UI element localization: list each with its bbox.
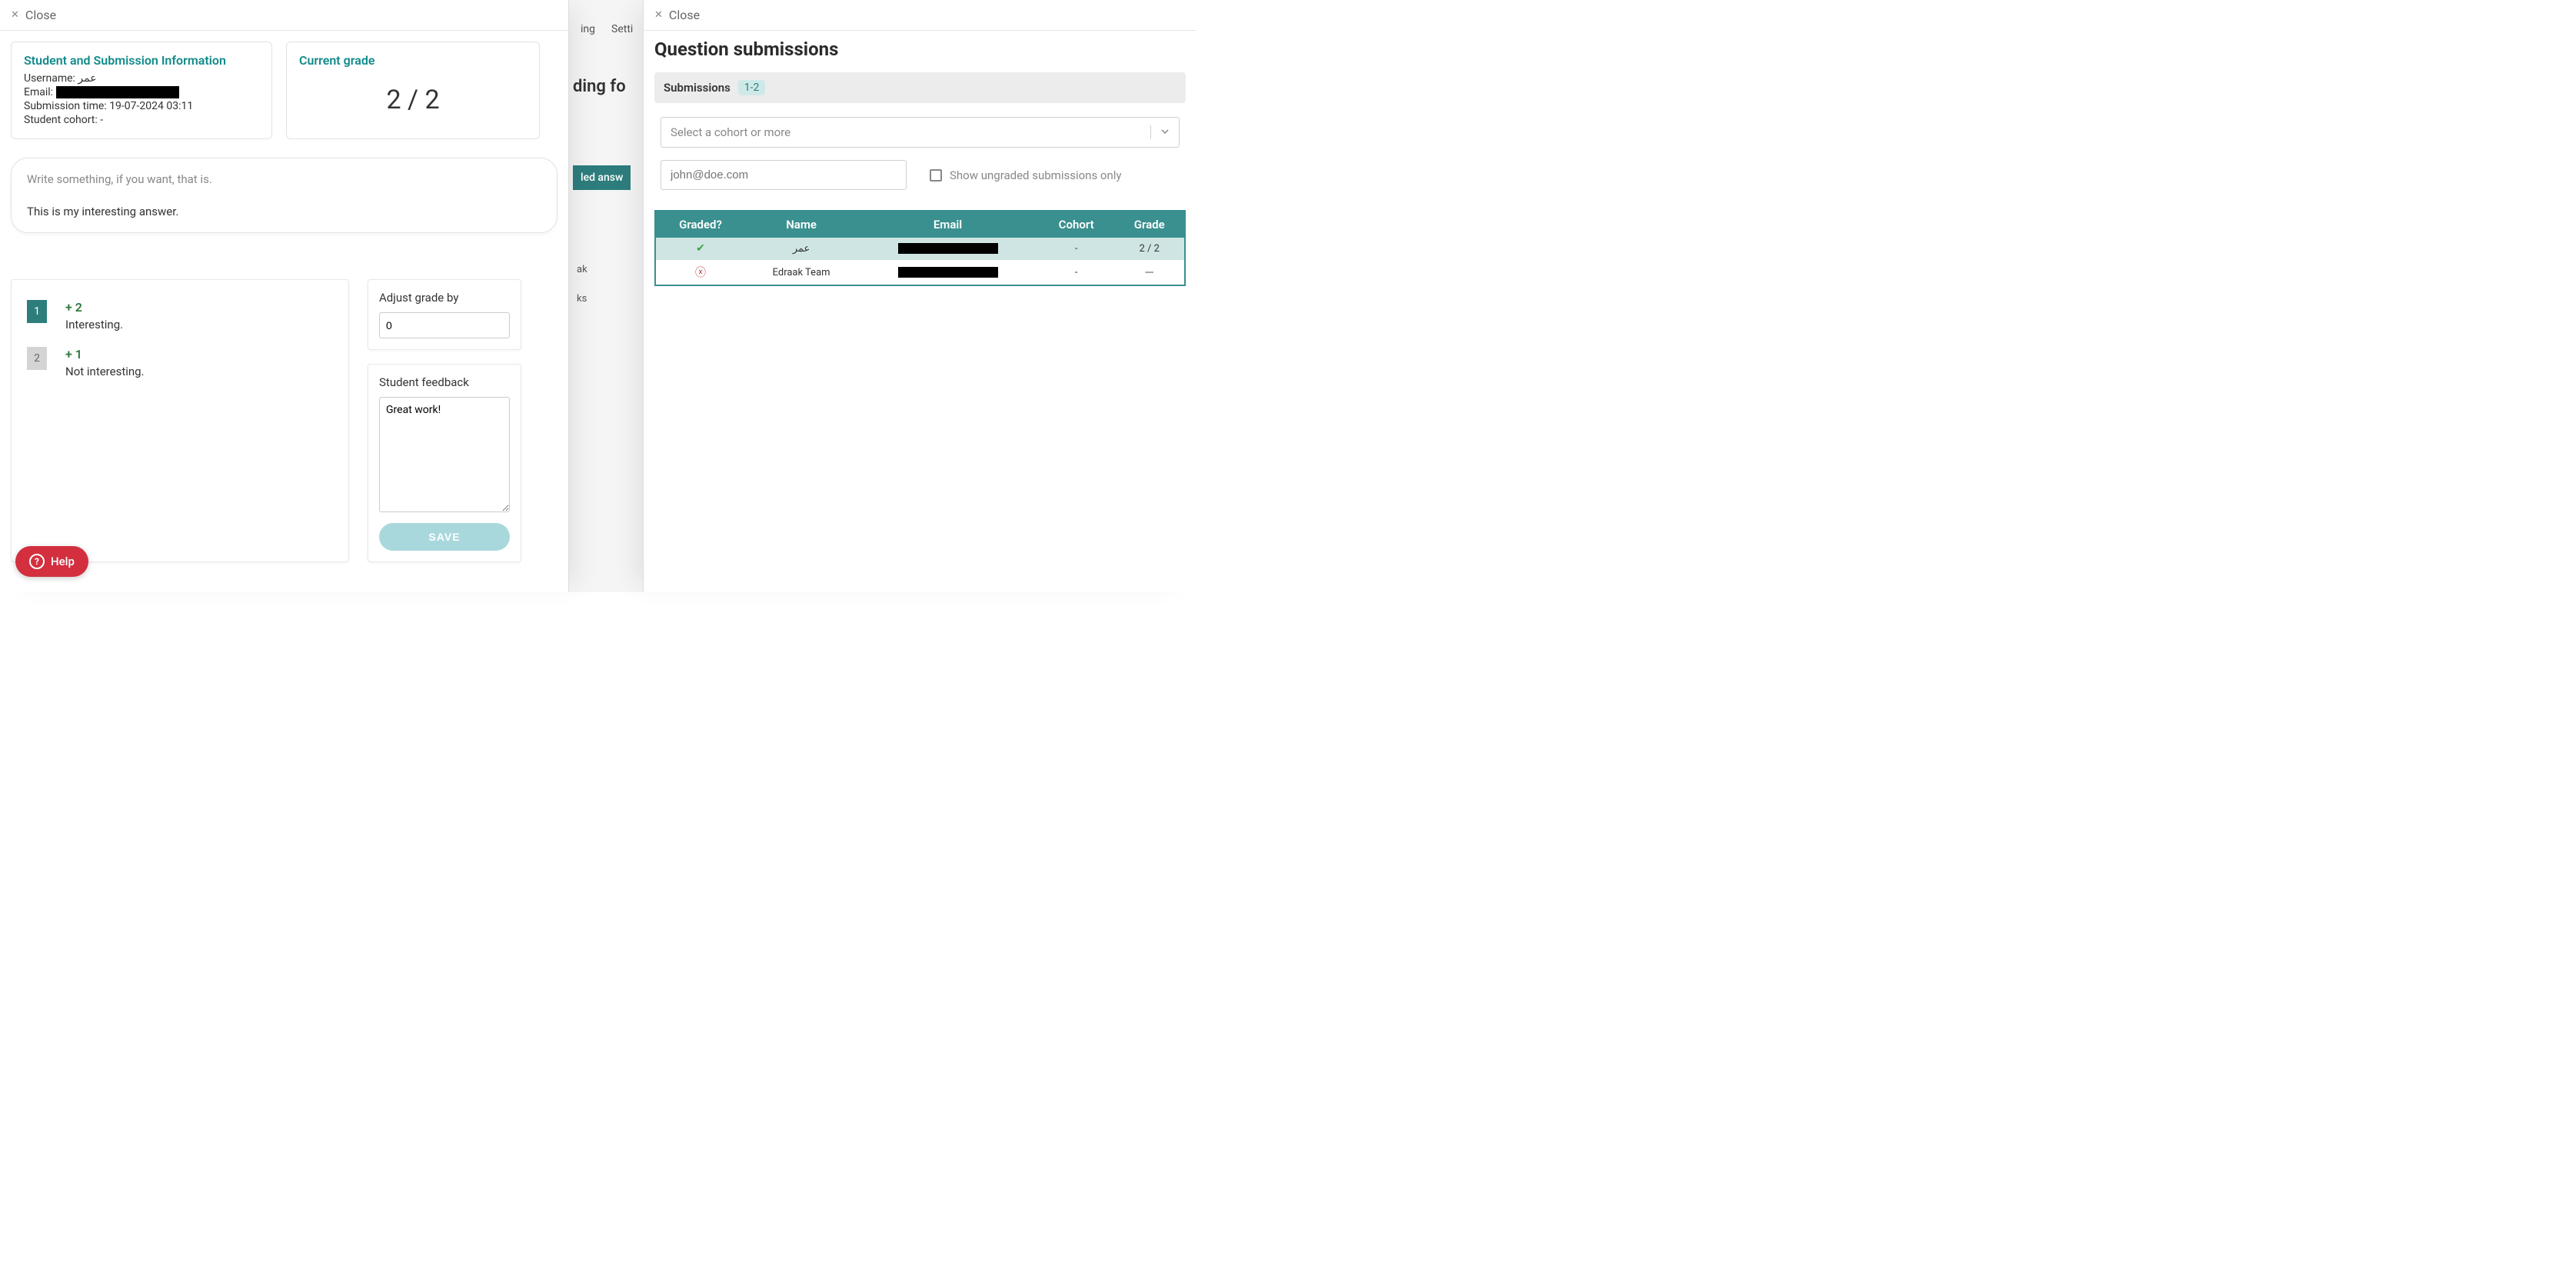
rubric-points: + 1 xyxy=(65,347,145,361)
chevron-down-icon xyxy=(1150,125,1170,139)
answer-box: Write something, if you want, that is. T… xyxy=(11,158,557,233)
submissions-bar: Submissions 1-2 xyxy=(654,72,1186,103)
username-line: Username: عمر xyxy=(24,72,259,85)
name-cell: Edraak Team xyxy=(745,260,857,286)
submissions-label: Submissions xyxy=(664,81,731,95)
current-grade-title: Current grade xyxy=(299,53,527,68)
email-redacted xyxy=(56,86,179,98)
student-info-card: Student and Submission Information Usern… xyxy=(11,42,272,139)
close-label: Close xyxy=(25,8,56,22)
cohort-select-placeholder: Select a cohort or more xyxy=(671,125,790,139)
submission-time-value: 19-07-2024 03:11 xyxy=(109,100,193,112)
email-cell xyxy=(857,260,1038,286)
submission-time-label: Submission time: xyxy=(24,100,107,112)
feedback-textarea[interactable] xyxy=(379,397,510,512)
rubric-option[interactable]: 1 + 2 Interesting. xyxy=(22,292,338,339)
close-icon: ✕ xyxy=(11,9,19,21)
submissions-table: Graded?NameEmailCohortGrade ✔ عمر -2 / 2 ⓧ E… xyxy=(654,210,1186,286)
feedback-label: Student feedback xyxy=(379,375,510,389)
cohort-line: Student cohort: - xyxy=(24,114,259,126)
table-row[interactable]: ⓧ Edraak Team ---- xyxy=(655,260,1185,286)
grade-cell: --- xyxy=(1114,260,1185,286)
check-icon: ✔ xyxy=(696,242,705,255)
table-header: Name xyxy=(745,211,857,238)
close-button[interactable]: ✕ Close xyxy=(0,0,568,31)
table-header: Graded? xyxy=(655,211,745,238)
email-line: Email: xyxy=(24,86,259,98)
rubric-number-badge: 1 xyxy=(27,300,47,323)
help-widget[interactable]: ? Help xyxy=(15,546,88,577)
grade-cell: 2 / 2 xyxy=(1114,238,1185,260)
adjust-grade-label: Adjust grade by xyxy=(379,291,510,305)
feedback-card: Student feedback SAVE xyxy=(368,364,521,562)
submission-time-line: Submission time: 19-07-2024 03:11 xyxy=(24,100,259,112)
rubric-card: 1 + 2 Interesting. 2 + 1 Not interesting. xyxy=(11,279,349,562)
rubric-points: + 2 xyxy=(65,300,123,315)
ungraded-only-label: Show ungraded submissions only xyxy=(950,168,1121,182)
help-icon: ? xyxy=(29,554,45,569)
close-icon: ✕ xyxy=(654,9,663,21)
rubric-description: Not interesting. xyxy=(65,365,145,378)
bg-nav-fragment-1: ing xyxy=(581,23,595,35)
bg-nav-fragment-2: Setti xyxy=(611,23,633,35)
answer-prompt: Write something, if you want, that is. xyxy=(27,172,541,186)
graded-cell: ✔ xyxy=(655,238,745,260)
username-label: Username: xyxy=(24,72,75,85)
name-cell: عمر xyxy=(745,238,857,260)
bg-heading-fragment: ding fo xyxy=(573,77,626,96)
x-circle-icon: ⓧ xyxy=(695,267,706,279)
adjust-grade-input[interactable] xyxy=(379,312,510,338)
answer-text: This is my interesting answer. xyxy=(27,205,541,218)
table-row[interactable]: ✔ عمر -2 / 2 xyxy=(655,238,1185,260)
bg-text-2: ks xyxy=(577,293,587,305)
graded-cell: ⓧ xyxy=(655,260,745,286)
question-submissions-title: Question submissions xyxy=(654,38,1186,60)
rubric-description: Interesting. xyxy=(65,318,123,331)
cohort-label: Student cohort: xyxy=(24,114,98,126)
table-header: Email xyxy=(857,211,1038,238)
rubric-number-badge: 2 xyxy=(27,347,47,370)
save-button[interactable]: SAVE xyxy=(379,523,510,551)
email-filter-input[interactable] xyxy=(661,160,907,190)
close-label: Close xyxy=(669,8,700,22)
bg-text-1: ak xyxy=(577,264,587,275)
submission-detail-panel: ✕ Close Student and Submission Informati… xyxy=(0,0,569,592)
table-header: Grade xyxy=(1114,211,1185,238)
close-button-right[interactable]: ✕ Close xyxy=(644,0,1196,31)
adjust-grade-card: Adjust grade by xyxy=(368,279,521,350)
cohort-cell: - xyxy=(1038,260,1115,286)
student-info-title: Student and Submission Information xyxy=(24,53,259,68)
rubric-option[interactable]: 2 + 1 Not interesting. xyxy=(22,339,338,386)
help-label: Help xyxy=(51,555,75,568)
current-grade-card: Current grade 2 / 2 xyxy=(286,42,540,139)
current-grade-value: 2 / 2 xyxy=(299,72,527,128)
email-label: Email: xyxy=(24,86,53,98)
checkbox-icon xyxy=(930,169,942,182)
username-value: عمر xyxy=(78,72,96,85)
email-cell xyxy=(857,238,1038,260)
ungraded-only-checkbox[interactable]: Show ungraded submissions only xyxy=(930,168,1121,182)
cohort-cell: - xyxy=(1038,238,1115,260)
submissions-count-badge: 1-2 xyxy=(738,80,766,95)
cohort-value: - xyxy=(100,114,103,126)
cohort-select[interactable]: Select a cohort or more xyxy=(661,117,1180,148)
question-submissions-panel: ✕ Close Question submissions Submissions… xyxy=(643,0,1196,592)
table-header: Cohort xyxy=(1038,211,1115,238)
bg-tab-fragment: led answ xyxy=(573,165,631,190)
email-redacted xyxy=(898,243,998,254)
email-redacted xyxy=(898,267,998,278)
